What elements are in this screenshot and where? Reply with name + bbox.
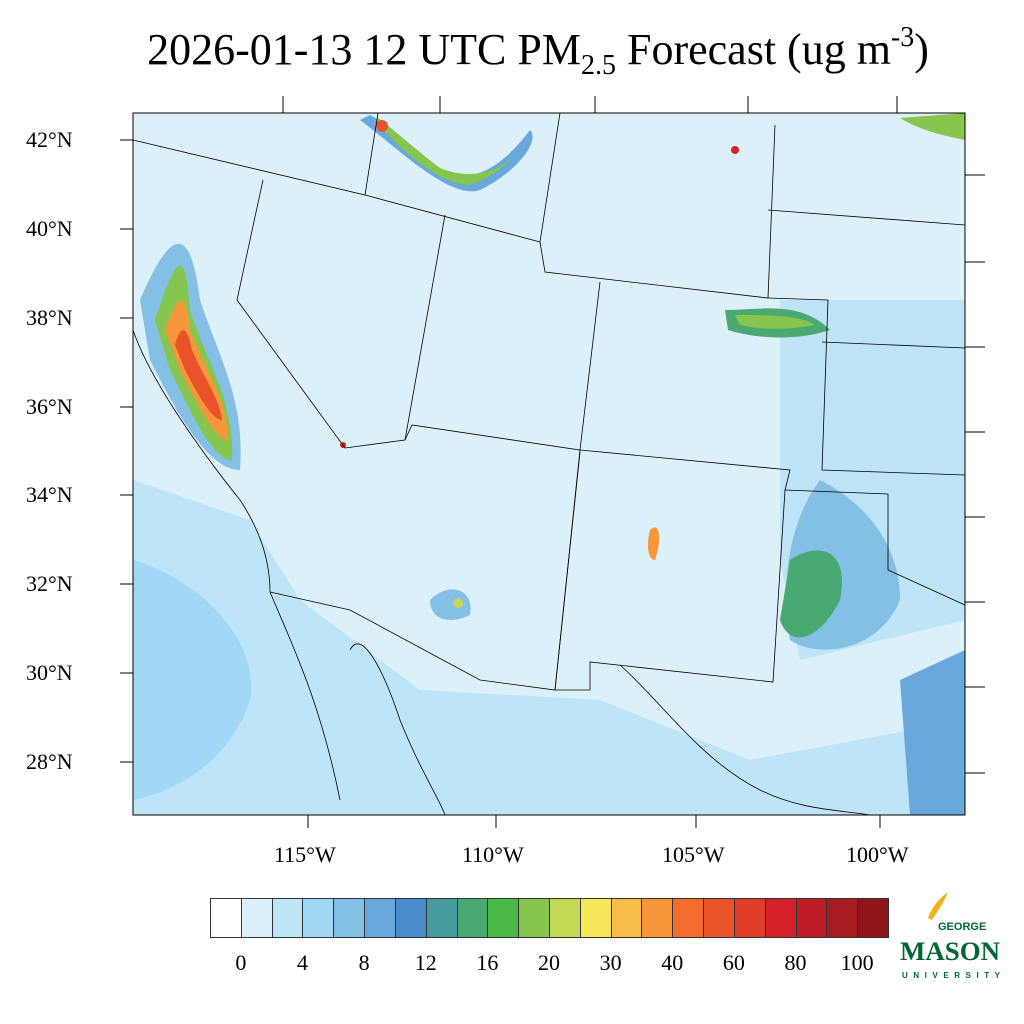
colorbar-swatch — [549, 898, 581, 938]
state-boundaries — [132, 112, 966, 816]
colorbar-swatch — [210, 898, 242, 938]
george-mason-logo: GEORGE MASON UNIVERSITY — [898, 892, 1008, 984]
title-subscript: 2.5 — [580, 50, 616, 81]
title-text-end: ) — [914, 25, 929, 74]
colorbar-swatch — [672, 898, 705, 938]
colorbar-label: 100 — [840, 950, 874, 975]
colorbar-swatch — [364, 898, 396, 938]
colorbar-swatch — [333, 898, 366, 938]
colorbar-swatch — [271, 898, 304, 938]
colorbar-swatch — [826, 898, 859, 938]
colorbar-label: 12 — [414, 950, 437, 975]
colorbar-swatch — [641, 898, 674, 938]
colorbar-label: 30 — [599, 950, 622, 975]
colorbar-label: 80 — [784, 950, 807, 975]
axis-ticks — [120, 96, 985, 828]
title-superscript: -3 — [890, 22, 915, 53]
colorbar-swatch — [518, 898, 550, 938]
lon-label: 110°W — [462, 842, 524, 867]
colorbar-swatch — [394, 898, 427, 938]
map-title: 2026-01-13 12 UTC PM2.5 Forecast (ug m-3… — [0, 22, 1024, 82]
map-frame — [132, 112, 966, 816]
lat-label: 40°N — [26, 216, 73, 241]
title-text-mid: Forecast (ug m — [615, 25, 891, 74]
lon-label: 115°W — [274, 842, 336, 867]
logo-flame-icon — [928, 892, 948, 920]
colorbar-label: 4 — [296, 950, 308, 975]
colorbar-swatch — [610, 898, 643, 938]
colorbar-swatch — [764, 898, 797, 938]
lat-label: 32°N — [26, 571, 73, 596]
colorbar-swatch — [456, 898, 489, 938]
logo-line1: GEORGE — [938, 921, 986, 933]
lat-label: 36°N — [26, 394, 73, 419]
lon-label: 100°W — [846, 842, 909, 867]
colorbar-label: 16 — [476, 950, 499, 975]
colorbar-label: 0 — [235, 950, 247, 975]
lat-label: 30°N — [26, 660, 73, 685]
colorbar-label: 40 — [661, 950, 684, 975]
logo-line3: UNIVERSITY — [902, 971, 1001, 980]
colorbar-swatch — [579, 898, 612, 938]
title-text: 2026-01-13 12 UTC PM — [147, 25, 581, 74]
colorbar-swatch — [240, 898, 273, 938]
colorbar-label: 8 — [358, 950, 370, 975]
lat-label: 38°N — [26, 305, 73, 330]
lat-label: 28°N — [26, 749, 73, 774]
colorbar-swatch — [795, 898, 828, 938]
lat-label: 42°N — [26, 127, 73, 152]
logo-line2: MASON — [900, 937, 1000, 966]
colorbar-label: 20 — [538, 950, 560, 975]
colorbar-swatch — [857, 898, 889, 938]
map-field — [133, 113, 965, 815]
colorbar-label: 60 — [722, 950, 745, 975]
colorbar-swatch — [425, 898, 458, 938]
lat-label: 34°N — [26, 482, 73, 507]
colorbar-swatch — [487, 898, 520, 938]
colorbar-swatch — [302, 898, 335, 938]
colorbar-swatch — [703, 898, 735, 938]
colorbar-swatch — [733, 898, 766, 938]
lon-label: 105°W — [662, 842, 725, 867]
